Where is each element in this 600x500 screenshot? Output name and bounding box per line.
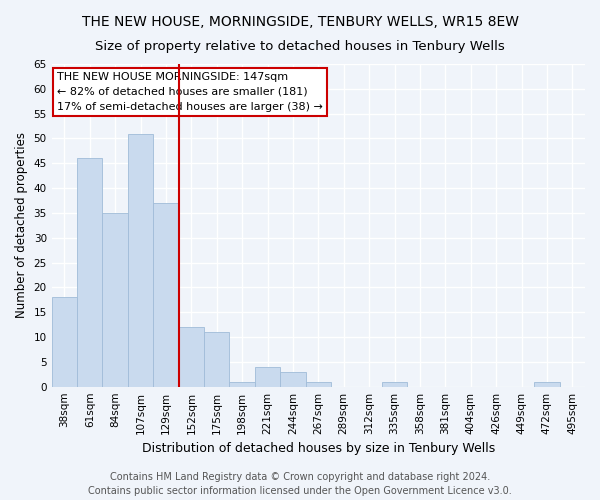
Bar — [103, 213, 128, 386]
Text: THE NEW HOUSE MORNINGSIDE: 147sqm
← 82% of detached houses are smaller (181)
17%: THE NEW HOUSE MORNINGSIDE: 147sqm ← 82% … — [57, 72, 323, 112]
Bar — [280, 372, 305, 386]
Text: THE NEW HOUSE, MORNINGSIDE, TENBURY WELLS, WR15 8EW: THE NEW HOUSE, MORNINGSIDE, TENBURY WELL… — [82, 15, 518, 29]
X-axis label: Distribution of detached houses by size in Tenbury Wells: Distribution of detached houses by size … — [142, 442, 495, 455]
Bar — [305, 382, 331, 386]
Bar — [382, 382, 407, 386]
Bar — [204, 332, 229, 386]
Y-axis label: Number of detached properties: Number of detached properties — [15, 132, 28, 318]
Bar — [229, 382, 255, 386]
Text: Size of property relative to detached houses in Tenbury Wells: Size of property relative to detached ho… — [95, 40, 505, 53]
Text: Contains HM Land Registry data © Crown copyright and database right 2024.
Contai: Contains HM Land Registry data © Crown c… — [88, 472, 512, 496]
Bar — [128, 134, 153, 386]
Bar — [179, 327, 204, 386]
Bar — [255, 367, 280, 386]
Bar — [534, 382, 560, 386]
Bar — [153, 203, 179, 386]
Bar — [52, 298, 77, 386]
Bar — [77, 158, 103, 386]
